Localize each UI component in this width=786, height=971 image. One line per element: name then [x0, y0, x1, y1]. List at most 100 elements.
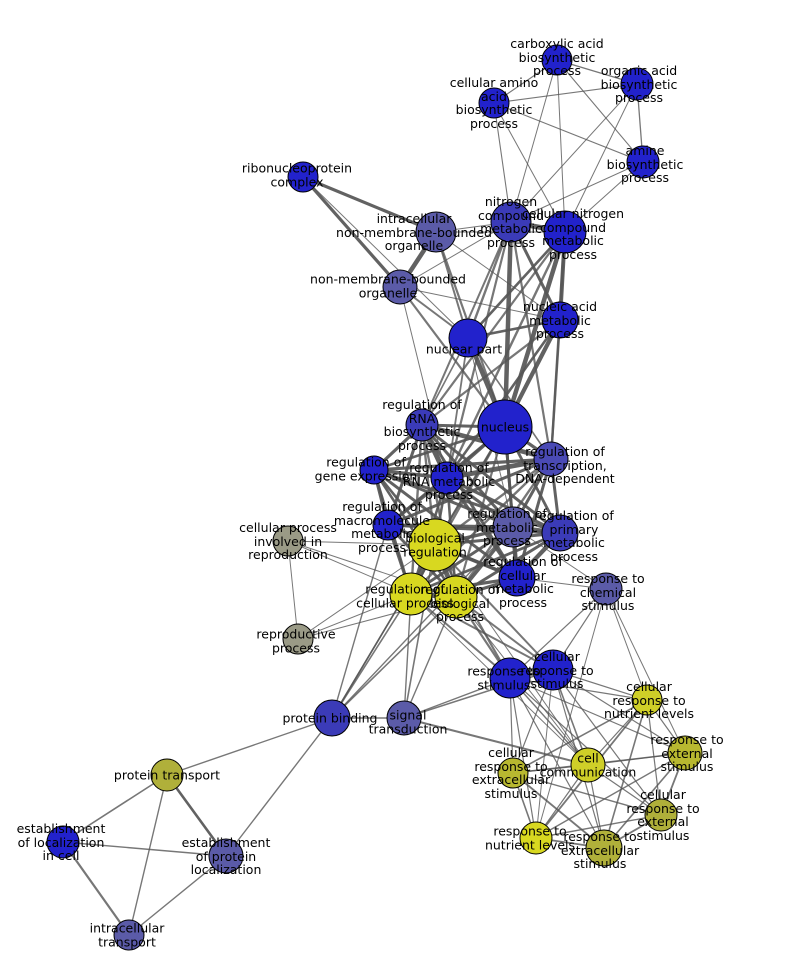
- graph-edge: [297, 544, 436, 640]
- graph-node[interactable]: [405, 408, 439, 442]
- graph-edge: [535, 814, 662, 839]
- graph-edge: [386, 457, 553, 527]
- graph-node[interactable]: [359, 455, 389, 485]
- graph-node[interactable]: [478, 87, 510, 119]
- graph-node[interactable]: [372, 509, 404, 541]
- graph-node[interactable]: [667, 735, 703, 771]
- graph-node[interactable]: [313, 699, 351, 737]
- graph-node[interactable]: [533, 441, 569, 477]
- graph-edge: [512, 699, 648, 774]
- graph-edge: [509, 677, 662, 816]
- graph-edge: [410, 593, 554, 671]
- graph-node[interactable]: [489, 657, 531, 699]
- graph-node[interactable]: [541, 44, 573, 76]
- graph-edge: [62, 774, 168, 843]
- graph-node[interactable]: [532, 649, 574, 691]
- graph-edge: [331, 596, 457, 719]
- graph-node[interactable]: [415, 211, 457, 253]
- graph-edge: [287, 540, 412, 595]
- graph-edge: [605, 588, 648, 701]
- graph-edge: [556, 59, 644, 163]
- graph-node[interactable]: [386, 700, 422, 736]
- graph-node[interactable]: [272, 525, 304, 557]
- graph-edge: [510, 59, 558, 223]
- graph-edge: [302, 176, 469, 339]
- graph-edge: [509, 677, 537, 839]
- graph-edge: [331, 524, 389, 719]
- graph-edge: [409, 457, 553, 596]
- graph-node[interactable]: [477, 399, 533, 455]
- graph-node[interactable]: [620, 67, 654, 101]
- graph-node[interactable]: [498, 559, 536, 597]
- graph-edge: [403, 596, 457, 719]
- graph-edge: [564, 83, 638, 233]
- graph-edge: [225, 717, 333, 857]
- graph-node[interactable]: [589, 572, 623, 606]
- graph-node[interactable]: [150, 758, 184, 792]
- graph-node[interactable]: [287, 161, 319, 193]
- graph-node[interactable]: [497, 757, 529, 789]
- graph-edge: [128, 774, 168, 936]
- graph-edge: [62, 841, 227, 857]
- graph-node[interactable]: [208, 838, 244, 874]
- graph-edge: [509, 677, 605, 849]
- graph-node[interactable]: [585, 829, 623, 867]
- graph-node[interactable]: [282, 623, 314, 655]
- graph-edge: [509, 677, 648, 701]
- graph-edge: [399, 286, 561, 321]
- graph-edge: [466, 230, 567, 340]
- graph-node[interactable]: [631, 684, 663, 716]
- graph-node[interactable]: [382, 269, 418, 305]
- graph-edge: [434, 544, 554, 671]
- graph-edge: [603, 752, 686, 849]
- graph-node[interactable]: [389, 572, 433, 616]
- graph-edge: [493, 83, 638, 104]
- graph-edge: [61, 840, 131, 937]
- graph-node[interactable]: [541, 514, 579, 552]
- graph-edge: [331, 426, 506, 719]
- node-layer: [46, 44, 703, 951]
- graph-edge: [445, 318, 562, 480]
- graph-edge: [403, 669, 554, 719]
- graph-edge: [301, 175, 438, 234]
- graph-node[interactable]: [408, 518, 462, 572]
- graph-node[interactable]: [570, 747, 606, 783]
- edge-layer: [61, 59, 686, 937]
- graph-node[interactable]: [113, 919, 145, 951]
- graph-node[interactable]: [430, 461, 464, 495]
- graph-node[interactable]: [448, 318, 488, 358]
- graph-edge: [493, 102, 644, 163]
- graph-edge: [331, 526, 514, 719]
- graph-edge: [509, 677, 686, 754]
- graph-node[interactable]: [626, 145, 660, 179]
- graph-edge: [399, 221, 512, 288]
- graph-edge: [398, 285, 507, 429]
- graph-edge: [552, 669, 662, 816]
- graph-edge: [493, 102, 566, 233]
- graph-node[interactable]: [490, 201, 532, 243]
- graph-edge: [446, 337, 469, 479]
- graph-node[interactable]: [644, 798, 678, 832]
- graph-edge: [467, 337, 552, 460]
- graph-edge: [510, 83, 638, 223]
- graph-edge: [403, 717, 589, 766]
- graph-edge: [509, 588, 607, 679]
- graph-edge: [603, 699, 648, 849]
- graph-node[interactable]: [492, 506, 534, 548]
- graph-edge: [552, 669, 686, 754]
- graph-edge: [512, 772, 662, 816]
- graph-node[interactable]: [434, 575, 478, 619]
- graph-edge: [549, 318, 562, 461]
- graph-edge: [435, 231, 561, 321]
- graph-edge: [409, 423, 424, 596]
- graph-edge: [535, 588, 607, 839]
- graph-edge: [515, 457, 553, 580]
- graph-edge: [297, 596, 457, 640]
- graph-node[interactable]: [541, 301, 579, 339]
- graph-node[interactable]: [519, 821, 553, 855]
- graph-node[interactable]: [543, 210, 587, 254]
- graph-node[interactable]: [46, 825, 80, 859]
- graph-edge: [444, 456, 554, 481]
